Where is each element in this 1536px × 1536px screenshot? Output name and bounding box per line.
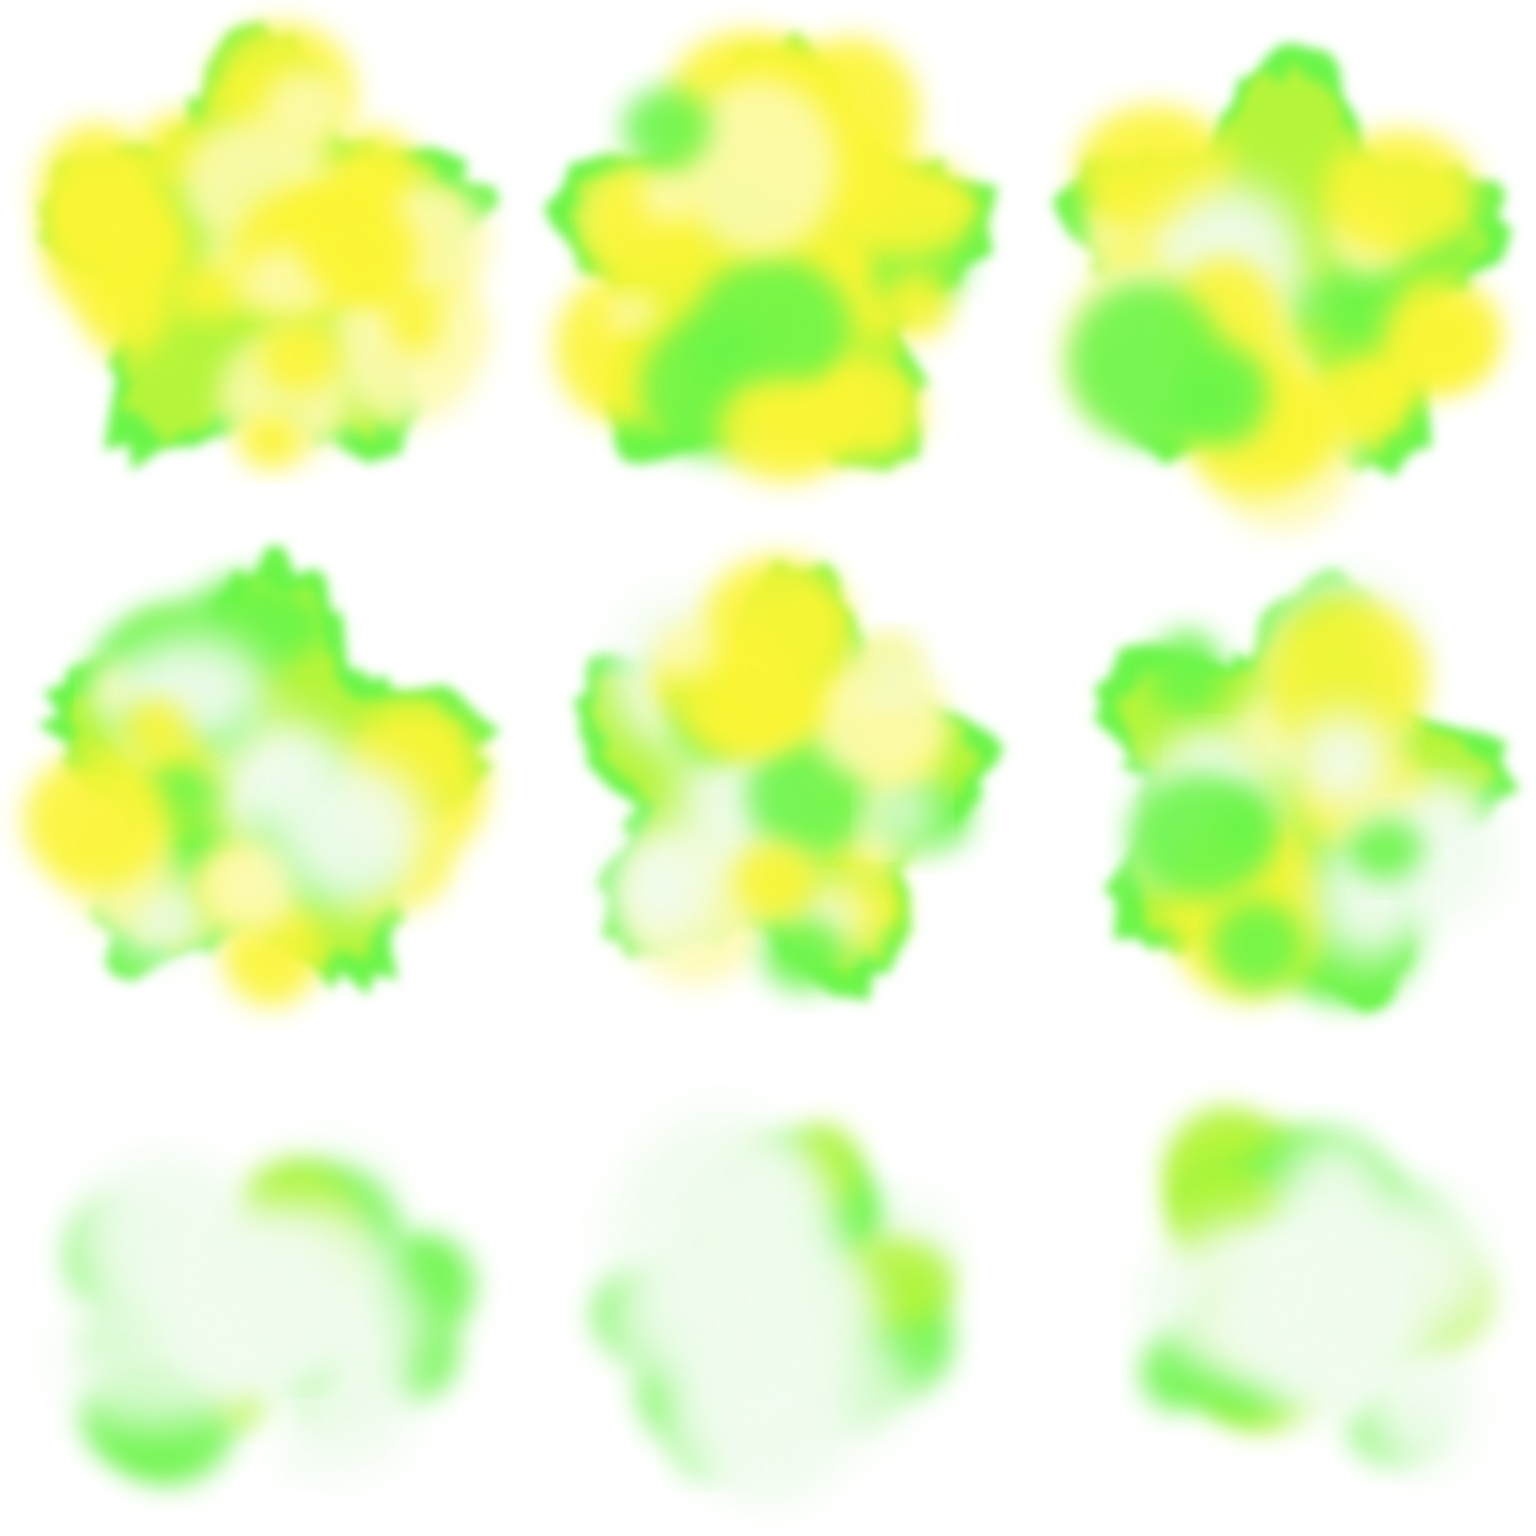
frame-cloud-puff — [1347, 816, 1423, 881]
explosion-frame-4 — [24, 546, 501, 1007]
frame-cloud-puff — [257, 598, 328, 650]
frame-cloud-puff — [1178, 345, 1269, 446]
frame-cloud-puff — [1322, 130, 1478, 256]
explosion-frame-3 — [1052, 43, 1512, 532]
frame-cloud-puff — [653, 619, 718, 677]
frame-cloud-puff — [1211, 901, 1305, 991]
frame-cloud-puff — [681, 79, 839, 253]
frame-cloud-puff — [123, 699, 188, 756]
frame-smoke-wisp — [222, 1204, 402, 1342]
frame-smoke-wisp — [1311, 1219, 1494, 1351]
frame-smoke-wisp — [96, 1158, 251, 1303]
explosion-frame-8 — [593, 1105, 963, 1506]
frame-smoke-wisp — [606, 1257, 787, 1392]
frame-cloud-puff — [1129, 773, 1275, 899]
frame-cloud-puff — [1291, 711, 1394, 813]
frame-cloud-puff — [1267, 597, 1428, 764]
explosion-frame-1 — [38, 22, 500, 472]
frame-cloud-puff — [1362, 1346, 1476, 1474]
frame-cloud-puff — [717, 379, 854, 482]
frame-cloud-puff — [622, 87, 712, 169]
frame-cloud-puff — [605, 293, 657, 331]
frame-cloud-puff — [83, 269, 169, 358]
frame-cloud-puff — [870, 783, 935, 844]
frame-cloud-puff — [241, 413, 301, 468]
frame-cloud-puff — [38, 124, 156, 264]
frame-cloud-puff — [692, 256, 852, 399]
frame-cloud-puff — [830, 156, 975, 260]
frame-cloud-puff — [733, 840, 817, 919]
frame-cloud-puff — [167, 264, 247, 320]
frame-cloud-puff — [259, 320, 339, 393]
frame-cloud-puff — [1307, 355, 1405, 444]
frame-cloud-puff — [389, 295, 440, 354]
explosion-frame-2 — [543, 31, 998, 482]
frames-layer — [24, 22, 1520, 1506]
explosion-frame-6 — [1093, 568, 1520, 1013]
frame-cloud-puff — [762, 918, 844, 992]
frame-cloud-puff — [858, 637, 923, 699]
frame-cloud-puff — [277, 759, 429, 909]
frame-cloud-puff — [1384, 279, 1502, 388]
explosion-frame-9 — [1141, 1107, 1494, 1474]
explosion-frame-7 — [52, 1141, 475, 1485]
frame-cloud-puff — [219, 864, 271, 904]
frame-cloud-puff — [607, 827, 715, 943]
frame-cloud-puff — [702, 556, 851, 694]
frame-cloud-puff — [1227, 1183, 1293, 1233]
frame-cloud-puff — [1149, 629, 1225, 716]
explosion-frame-5 — [573, 556, 1004, 1002]
frame-cloud-puff — [24, 752, 170, 890]
frame-smoke-wisp — [635, 1105, 805, 1257]
frame-cloud-puff — [301, 203, 419, 300]
frame-cloud-puff — [882, 268, 952, 340]
